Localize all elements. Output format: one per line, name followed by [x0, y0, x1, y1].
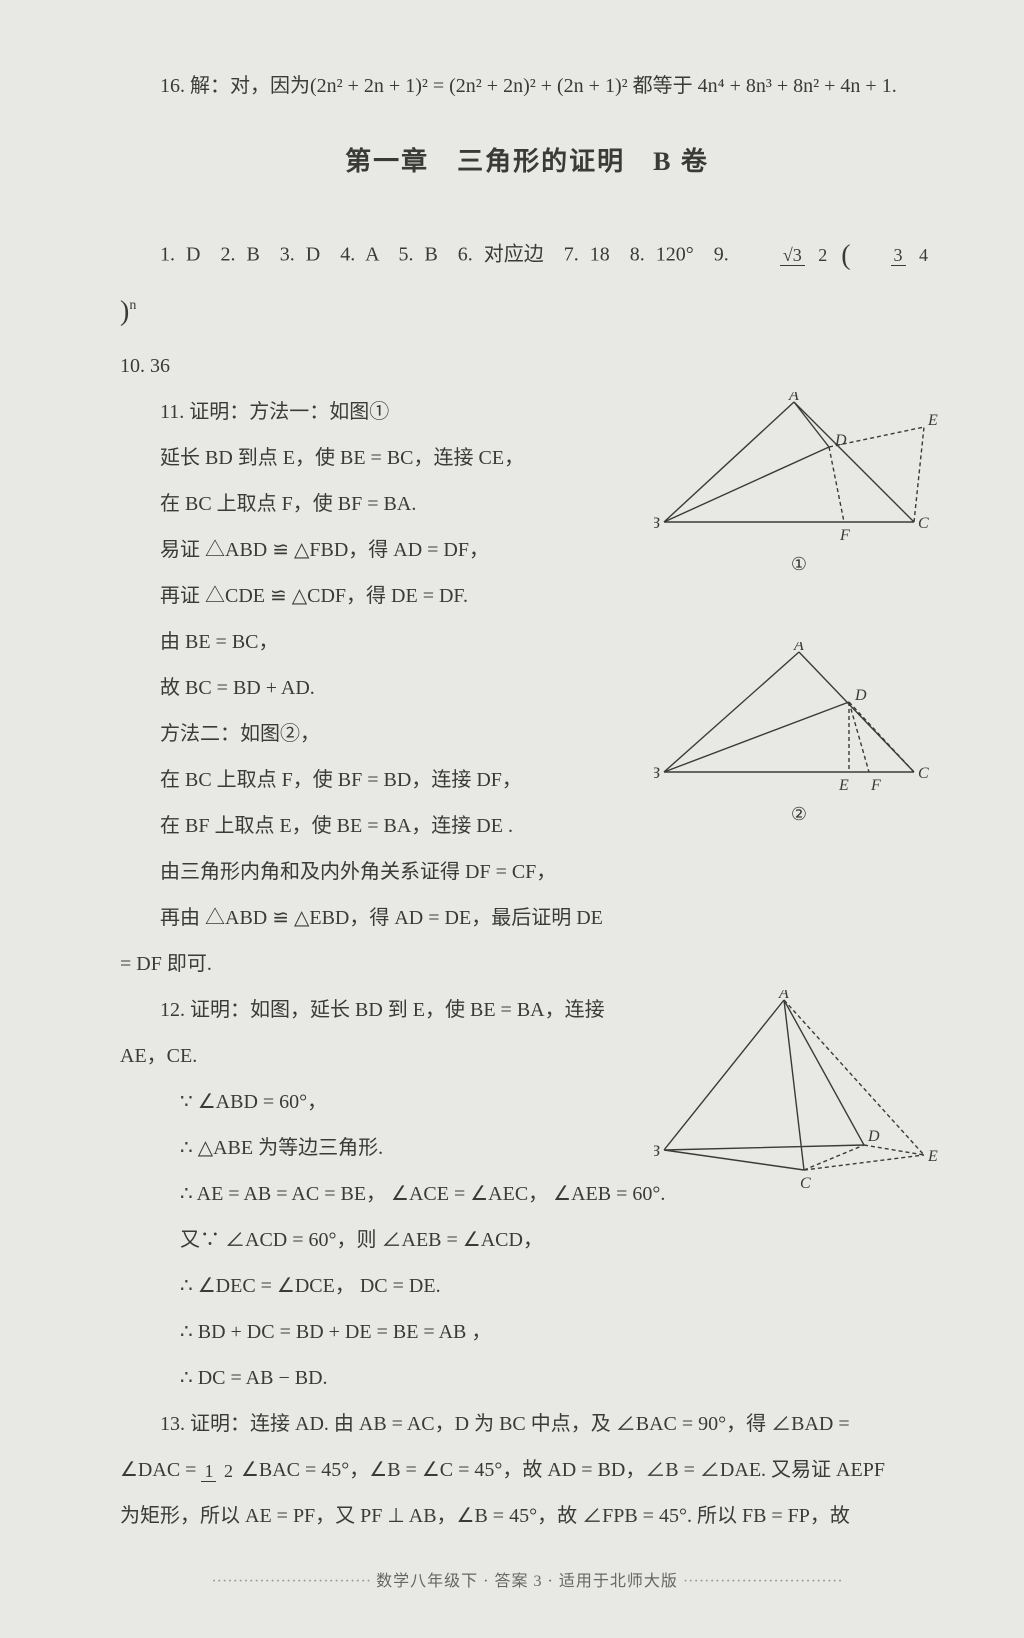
q11-l3: 在 BC 上取点 F，使 BF = BA. [120, 484, 680, 524]
svg-text:E: E [927, 1148, 938, 1165]
q13-frac-n: 1 [201, 1461, 216, 1482]
ans9-frac: √3 2 [740, 246, 830, 266]
q12-l8: ∴ BD + DC = BD + DE = BE = AB ， [120, 1312, 934, 1352]
svg-text:C: C [800, 1175, 811, 1190]
q13-l2-pre: ∠DAC = [120, 1459, 201, 1481]
footer-text: 数学八年级下 · 答案 3 · 适用于北师大版 [376, 1573, 683, 1590]
figure-2-label: ② [654, 796, 944, 832]
q11-l5: 再证 △CDE ≌ △CDF，得 DE = DF. [120, 576, 680, 616]
svg-text:D: D [834, 432, 847, 449]
figure-1-label: ① [654, 546, 944, 582]
answers-line-1: 1. D 2. B 3. D 4. A 5. B 6. 对应边 7. 18 8.… [120, 228, 934, 340]
footer-dots-r: ······························ [683, 1573, 843, 1590]
svg-text:D: D [854, 687, 867, 704]
q12-l1: 12. 证明：如图，延长 BD 到 E，使 BE = BA，连接 [120, 990, 680, 1030]
footer-dots-l: ······························ [211, 1573, 371, 1590]
q13-l2-post: ∠BAC = 45°，∠B = ∠C = 45°，故 AD = BD，∠B = … [241, 1459, 885, 1481]
figure-3-svg: A B C D E [654, 990, 944, 1190]
q11-l7: 故 BC = BD + AD. [120, 668, 680, 708]
q11-l1: 11. 证明：方法一：如图① [120, 392, 680, 432]
q13-l2: ∠DAC = 1 2 ∠BAC = 45°，∠B = ∠C = 45°，故 AD… [120, 1450, 934, 1490]
q11-l13: = DF 即可. [120, 944, 934, 984]
svg-text:B: B [654, 1143, 660, 1160]
q12-l9: ∴ DC = AB − BD. [120, 1358, 934, 1398]
q11-l8: 方法二：如图②， [120, 714, 680, 754]
q11-block: ABCDEF ① ABCDEF ② 11. 证明：方法一：如图① 延长 BD 到… [120, 392, 934, 984]
svg-text:C: C [918, 515, 929, 532]
svg-text:A: A [788, 392, 799, 404]
figure-1-svg: A B C D E F [654, 392, 944, 542]
page-footer: ······························ 数学八年级下 · … [120, 1566, 934, 1598]
q13-l1: 13. 证明：连接 AD. 由 AB = AC，D 为 BC 中点，及 ∠BAC… [120, 1404, 934, 1444]
page: 16. 解：对，因为(2n² + 2n + 1)² = (2n² + 2n)² … [0, 0, 1024, 1638]
q13-frac: 1 2 [201, 1462, 236, 1482]
ans9-exp: n [129, 298, 136, 313]
svg-text:B: B [654, 765, 660, 782]
q13-frac-d: 2 [221, 1461, 236, 1481]
svg-text:F: F [870, 777, 881, 792]
svg-text:B: B [654, 515, 660, 532]
q11-l2: 延长 BD 到点 E，使 BE = BC，连接 CE， [120, 438, 680, 478]
paren-close: ) [120, 296, 129, 327]
ans9-frac-d: 2 [815, 245, 830, 265]
svg-text:F: F [839, 527, 850, 542]
figure-2-svg: A B C D E F [654, 642, 944, 792]
ans9-paren-frac: 3 4 [851, 246, 932, 266]
svg-text:C: C [918, 765, 929, 782]
answers-1-9: 1. D 2. B 3. D 4. A 5. B 6. 对应边 7. 18 8.… [160, 244, 740, 266]
q11-l6: 由 BE = BC， [120, 622, 680, 662]
svg-text:A: A [793, 642, 804, 654]
q12-text: 12. 证明：如图，延长 BD 到 E，使 BE = BA，连接 [120, 990, 680, 1030]
q11-l9: 在 BC 上取点 F，使 BF = BD，连接 DF， [120, 760, 680, 800]
ans9-frac-n: √3 [780, 245, 805, 266]
q11-l12: 再由 △ABD ≌ △EBD，得 AD = DE，最后证明 DE [120, 898, 680, 938]
ans9-paren-d: 4 [916, 245, 931, 265]
q16: 16. 解：对，因为(2n² + 2n + 1)² = (2n² + 2n)² … [120, 66, 934, 106]
q11-text: 11. 证明：方法一：如图① 延长 BD 到点 E，使 BE = BC，连接 C… [120, 392, 680, 938]
q16-text: 解：对，因为(2n² + 2n + 1)² = (2n² + 2n)² + (2… [190, 75, 897, 97]
paren-open: ( [841, 240, 850, 271]
q13-l3: 为矩形，所以 AE = PF，又 PF ⊥ AB，∠B = 45°，故 ∠FPB… [120, 1496, 934, 1536]
q11-l11: 由三角形内角和及内外角关系证得 DF = CF， [120, 852, 680, 892]
q16-num: 16. [160, 75, 185, 97]
q12-block: ABCDE 12. 证明：如图，延长 BD 到 E，使 BE = BA，连接 A… [120, 990, 934, 1398]
q12-l6: 又∵ ∠ACD = 60°，则 ∠AEB = ∠ACD， [120, 1220, 934, 1260]
figure-1: A B C D E F ① [654, 392, 944, 582]
chapter-title: 第一章 三角形的证明 B 卷 [120, 136, 934, 188]
svg-text:A: A [778, 990, 789, 1002]
svg-text:E: E [838, 777, 849, 792]
answers-line-2: 10. 36 [120, 346, 934, 386]
figure-3: A B C D E [654, 990, 944, 1190]
ans9-paren-n: 3 [891, 245, 906, 266]
q11-l10: 在 BF 上取点 E，使 BE = BA，连接 DE . [120, 806, 680, 846]
svg-text:D: D [867, 1128, 880, 1145]
q12-l7: ∴ ∠DEC = ∠DCE， DC = DE. [120, 1266, 934, 1306]
q11-l4: 易证 △ABD ≌ △FBD，得 AD = DF， [120, 530, 680, 570]
svg-text:E: E [927, 412, 938, 429]
figure-2: A B C D E F ② [654, 642, 944, 832]
